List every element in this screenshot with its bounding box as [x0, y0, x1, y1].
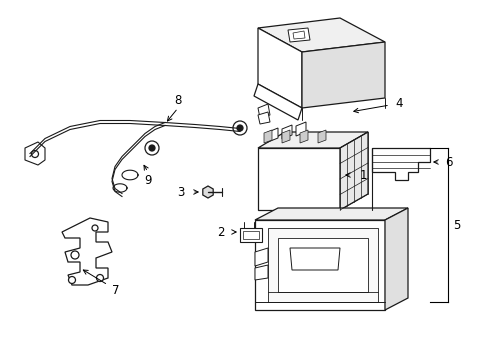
Polygon shape — [264, 130, 271, 143]
Circle shape — [145, 141, 159, 155]
Text: 2: 2 — [217, 225, 224, 239]
Polygon shape — [302, 42, 384, 108]
Polygon shape — [317, 130, 325, 143]
Polygon shape — [292, 31, 305, 39]
Polygon shape — [295, 122, 305, 136]
Circle shape — [31, 150, 39, 158]
Text: 4: 4 — [394, 96, 402, 109]
Polygon shape — [253, 84, 302, 120]
Polygon shape — [278, 238, 367, 292]
Bar — [243, 231, 259, 239]
Polygon shape — [287, 28, 309, 42]
Circle shape — [68, 276, 75, 284]
Circle shape — [92, 225, 98, 231]
Polygon shape — [254, 220, 384, 310]
Polygon shape — [62, 218, 112, 285]
Text: 3: 3 — [177, 185, 184, 198]
Polygon shape — [289, 248, 339, 270]
Text: 9: 9 — [144, 174, 151, 186]
Text: 7: 7 — [112, 284, 119, 297]
Text: 8: 8 — [174, 94, 182, 107]
Polygon shape — [203, 186, 213, 198]
Polygon shape — [258, 132, 367, 148]
Circle shape — [149, 145, 155, 151]
Polygon shape — [384, 208, 407, 310]
Polygon shape — [258, 28, 302, 108]
Polygon shape — [282, 130, 289, 143]
Polygon shape — [25, 142, 45, 165]
Polygon shape — [371, 148, 429, 180]
Circle shape — [96, 275, 103, 282]
Polygon shape — [258, 148, 339, 210]
Bar — [240, 228, 262, 242]
Polygon shape — [254, 208, 407, 220]
Polygon shape — [258, 104, 269, 118]
Polygon shape — [254, 265, 267, 280]
Text: 6: 6 — [444, 156, 451, 168]
Polygon shape — [254, 248, 267, 266]
Polygon shape — [267, 128, 278, 142]
Polygon shape — [258, 112, 269, 124]
Text: 1: 1 — [359, 168, 367, 181]
Polygon shape — [299, 130, 307, 143]
Circle shape — [237, 125, 243, 131]
Circle shape — [232, 121, 246, 135]
Circle shape — [71, 251, 79, 259]
Polygon shape — [258, 18, 384, 52]
Polygon shape — [267, 228, 377, 302]
Polygon shape — [339, 132, 367, 210]
Polygon shape — [282, 125, 291, 139]
Text: 5: 5 — [452, 219, 459, 231]
